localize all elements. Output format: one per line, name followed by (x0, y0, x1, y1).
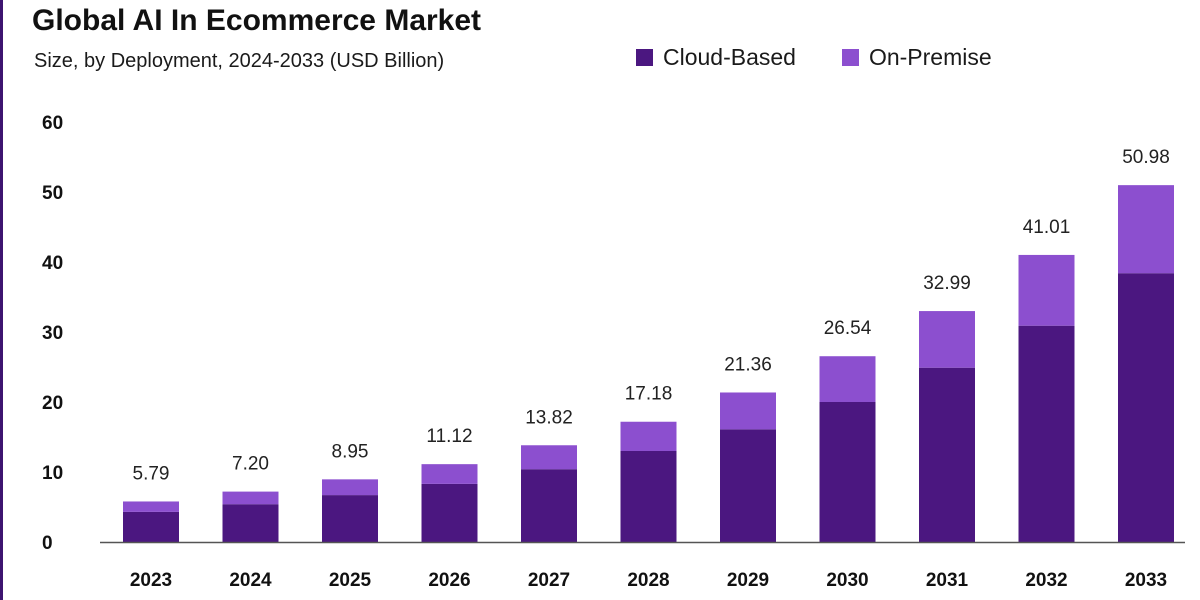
data-label-2032: 41.01 (1023, 217, 1071, 238)
bar-cloud-based-2023 (123, 511, 179, 542)
bar-cloud-based-2025 (322, 495, 378, 542)
y-tick-label-50: 50 (42, 183, 63, 204)
legend-swatch-cloud-based (636, 49, 653, 66)
chart-subtitle: Size, by Deployment, 2024-2033 (USD Bill… (34, 50, 445, 72)
x-tick-label-2023: 2023 (130, 570, 172, 591)
data-label-2025: 8.95 (332, 441, 369, 462)
x-tick-label-2030: 2030 (826, 570, 868, 591)
bar-on-premise-2033 (1118, 185, 1174, 274)
x-tick-label-2026: 2026 (428, 570, 470, 591)
bar-on-premise-2028 (620, 421, 677, 451)
bar-on-premise-2023 (123, 501, 179, 512)
x-tick-label-2033: 2033 (1125, 570, 1167, 591)
legend-swatch-on-premise (841, 49, 859, 66)
bar-cloud-based-2033 (1118, 273, 1174, 542)
x-tick-label-2025: 2025 (329, 570, 372, 591)
data-label-2033: 50.98 (1122, 147, 1170, 168)
data-label-2024: 7.20 (232, 454, 269, 475)
x-tick-label-2029: 2029 (727, 570, 769, 591)
bar-on-premise-2025 (322, 479, 378, 496)
legend-label-cloud-based: Cloud-Based (663, 44, 796, 70)
data-label-2028: 17.18 (625, 384, 673, 405)
x-tick-label-2027: 2027 (528, 570, 570, 591)
legend-label-on-premise: On-Premise (868, 44, 992, 70)
data-label-2030: 26.54 (824, 318, 872, 339)
chart-title: Global AI In Ecommerce Market (32, 4, 482, 37)
bar-cloud-based-2028 (620, 451, 677, 542)
x-tick-label-2031: 2031 (926, 570, 969, 591)
bar-cloud-based-2026 (421, 483, 478, 542)
y-tick-label-0: 0 (42, 533, 53, 554)
bar-on-premise-2030 (819, 356, 876, 402)
x-tick-label-2032: 2032 (1025, 570, 1067, 591)
bar-cloud-based-2029 (720, 429, 776, 542)
bar-cloud-based-2030 (819, 402, 876, 542)
bar-cloud-based-2027 (521, 469, 577, 542)
x-tick-label-2028: 2028 (627, 570, 669, 591)
data-label-2031: 32.99 (923, 273, 971, 294)
bar-on-premise-2027 (521, 445, 577, 470)
y-tick-label-20: 20 (42, 393, 63, 414)
data-label-2023: 5.79 (133, 463, 170, 484)
data-label-2026: 11.12 (426, 426, 472, 447)
bar-on-premise-2024 (222, 491, 279, 505)
legend: Cloud-Based On-Premise (636, 44, 1038, 71)
y-tick-label-40: 40 (42, 253, 63, 274)
bar-cloud-based-2024 (222, 504, 279, 542)
bar-on-premise-2029 (720, 392, 776, 430)
data-label-2027: 13.82 (525, 407, 573, 428)
bar-cloud-based-2032 (1018, 325, 1075, 542)
legend-item-cloud-based: Cloud-Based (636, 44, 796, 71)
bar-on-premise-2026 (421, 464, 478, 484)
legend-item-on-premise: On-Premise (841, 44, 992, 71)
x-tick-label-2024: 2024 (229, 570, 272, 591)
bar-on-premise-2032 (1018, 254, 1075, 326)
y-tick-label-30: 30 (42, 323, 63, 344)
data-label-2029: 21.36 (724, 354, 772, 375)
y-tick-label-60: 60 (42, 113, 63, 134)
bar-cloud-based-2031 (919, 367, 975, 542)
bar-on-premise-2031 (919, 311, 975, 368)
left-accent-rule (0, 0, 3, 600)
y-tick-label-10: 10 (42, 463, 63, 484)
